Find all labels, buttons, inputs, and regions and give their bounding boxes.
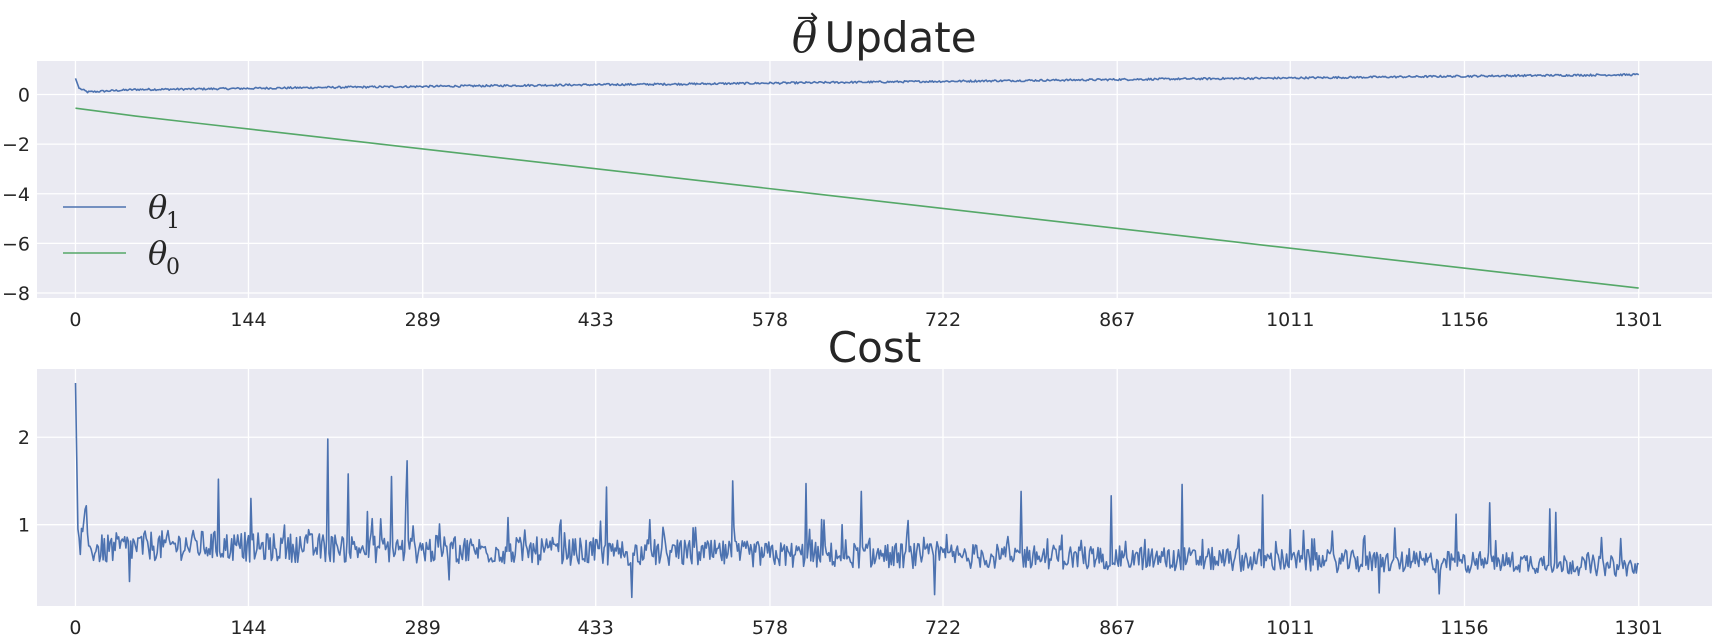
x-tick-label: 578 bbox=[752, 617, 788, 639]
x-tick-label: 1301 bbox=[1615, 617, 1663, 639]
y-tick-label: 1 bbox=[18, 515, 30, 537]
x-tick-label: 722 bbox=[925, 309, 961, 331]
series-line-cost bbox=[74, 382, 1639, 599]
y-tick-label: 0 bbox=[18, 85, 30, 107]
series-line-theta0 bbox=[75, 107, 1639, 289]
x-tick-label: 433 bbox=[578, 617, 614, 639]
x-tick-label: 433 bbox=[578, 309, 614, 331]
legend-label-theta1: θ bbox=[148, 188, 167, 226]
title-text: Update bbox=[825, 13, 977, 62]
x-tick-label: 1156 bbox=[1440, 617, 1488, 639]
series-line-theta1 bbox=[74, 73, 1640, 94]
x-tick-label: 144 bbox=[230, 309, 266, 331]
title-theta-symbol: θ bbox=[792, 13, 817, 62]
x-tick-label: 867 bbox=[1099, 617, 1135, 639]
x-tick-label: 0 bbox=[69, 617, 81, 639]
y-tick-label: −6 bbox=[2, 233, 30, 255]
x-tick-label: 1011 bbox=[1266, 617, 1314, 639]
panel-theta-update: 0 144 289 433 578 722 867 1011 1156 1301 0 −2 −4 −6 −8… bbox=[2, 3, 1712, 331]
chart-title: Cost bbox=[828, 323, 921, 372]
y-tick-label: −8 bbox=[2, 283, 30, 305]
x-tick-label: 0 bbox=[69, 309, 81, 331]
x-tick-label: 1301 bbox=[1615, 309, 1663, 331]
plot-area bbox=[37, 61, 1712, 298]
x-tick-label: 578 bbox=[752, 309, 788, 331]
y-tick-label: −2 bbox=[2, 134, 30, 156]
x-tick-label: 289 bbox=[405, 617, 441, 639]
x-tick-label: 1011 bbox=[1266, 309, 1314, 331]
x-tick-label: 289 bbox=[405, 309, 441, 331]
x-tick-label: 144 bbox=[230, 617, 266, 639]
chart-title: θ→ Update bbox=[792, 3, 977, 62]
y-tick-label: 2 bbox=[18, 427, 30, 449]
y-tick-label: −4 bbox=[2, 184, 30, 206]
panel-cost: 0 144 289 433 578 722 867 1011 1156 1301 1 2 Cost bbox=[18, 323, 1712, 639]
legend-subscript-theta1: 1 bbox=[166, 209, 180, 234]
plot-area bbox=[37, 369, 1712, 606]
x-tick-label: 722 bbox=[925, 617, 961, 639]
legend-label-theta0: θ bbox=[148, 234, 167, 272]
x-tick-label: 867 bbox=[1099, 309, 1135, 331]
x-tick-label: 1156 bbox=[1440, 309, 1488, 331]
title-vector-arrow: → bbox=[797, 3, 819, 33]
legend-subscript-theta0: 0 bbox=[166, 255, 180, 280]
